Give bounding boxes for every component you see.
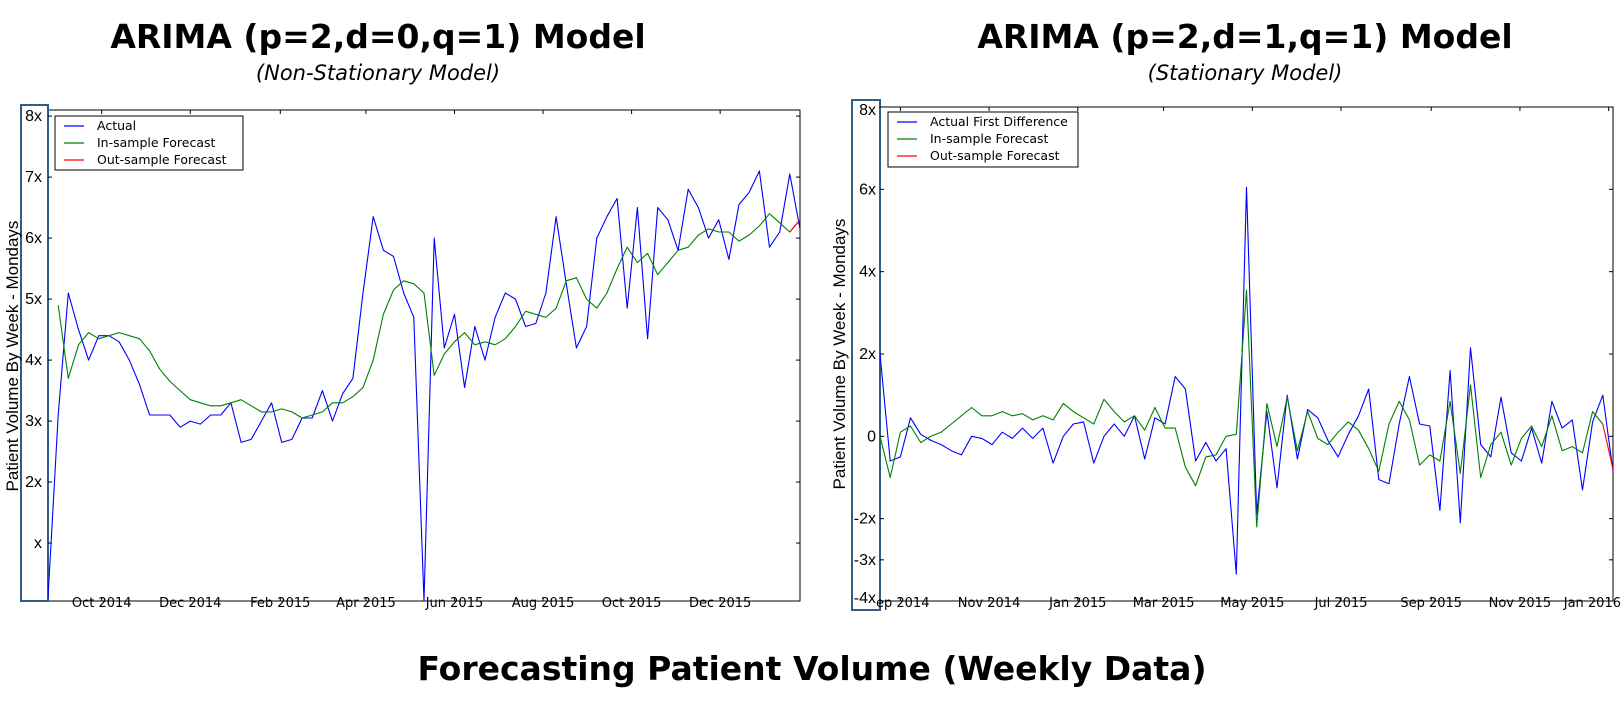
chart1-y-axis-label: Patient Volume By Week - Mondays xyxy=(3,221,22,492)
chart1-x-tick-label: Dec 2015 xyxy=(689,596,751,611)
chart2-legend-box xyxy=(887,111,1079,168)
chart2-x-tick-label: May 2015 xyxy=(1220,596,1284,611)
chart2-y-tick-label: -4x xyxy=(854,590,876,607)
chart2-plot-frame xyxy=(879,106,1614,602)
chart2-x-tick-label: Sep 2015 xyxy=(1400,596,1462,611)
chart2-subtitle: (Stationary Model) xyxy=(1148,61,1343,85)
chart1-legend-in-sample: In-sample Forecast xyxy=(97,135,216,150)
chart1-series-out-sample-forecast xyxy=(789,219,800,233)
chart2-x-tick-label: Nov 2014 xyxy=(958,596,1021,611)
chart1-legend-actual: Actual xyxy=(97,118,136,133)
chart2-x-tick-label: ep 2014 xyxy=(876,596,929,611)
chart2-legend-out-sample: Out-sample Forecast xyxy=(930,148,1060,163)
chart1-series-actual xyxy=(48,170,800,601)
chart2-y-tick-label: 0 xyxy=(867,428,876,445)
chart2-series-actual-first-difference xyxy=(880,186,1613,575)
chart1-y-tick-label: 2x xyxy=(25,474,42,491)
chart1-x-tick-label: Feb 2015 xyxy=(250,596,310,611)
chart1-title: ARIMA (p=2,d=0,q=1) Model xyxy=(110,17,645,56)
chart2-x-tick-label: Mar 2015 xyxy=(1133,596,1195,611)
chart1-legend-out-sample: Out-sample Forecast xyxy=(97,152,227,167)
chart1-x-tick-label: Jun 2015 xyxy=(425,596,484,611)
chart2-title: ARIMA (p=2,d=1,q=1) Model xyxy=(977,17,1512,56)
chart2-series-in-sample-forecast xyxy=(880,289,1604,528)
chart2-y-tick-label: -3x xyxy=(854,552,876,569)
chart1-legend-box xyxy=(54,115,244,171)
chart1-legend: Actual In-sample Forecast Out-sample For… xyxy=(54,115,244,171)
chart2-y-axis-label: Patient Volume By Week - Mondays xyxy=(830,219,849,490)
chart1-x-tick-label: Oct 2015 xyxy=(602,596,662,611)
chart2-y-tick-label: 8x xyxy=(859,102,876,119)
chart1-subtitle: (Non-Stationary Model) xyxy=(256,61,500,85)
chart1-series-in-sample-forecast xyxy=(57,213,800,419)
chart1-y-tick-label: x xyxy=(34,535,42,552)
chart2: Patient Volume By Week - Mondays -4x -3x -… xyxy=(830,99,1621,611)
chart1-y-tick-label: 4x xyxy=(25,352,42,369)
chart1: Patient Volume By Week - Mondays x 2x 3x 4x… xyxy=(3,104,801,611)
chart2-x-tick-label: Jul 2015 xyxy=(1314,596,1368,611)
chart2-y-tick-label: 2x xyxy=(859,346,876,363)
chart1-y-tick-label: 7x xyxy=(25,169,42,186)
chart1-y-tick-label: 5x xyxy=(25,291,42,308)
chart2-x-tick-label: Jan 2015 xyxy=(1048,596,1106,611)
chart1-y-axis-highlight xyxy=(20,104,49,602)
chart1-x-tick-label: Aug 2015 xyxy=(512,596,575,611)
figure-caption: Forecasting Patient Volume (Weekly Data) xyxy=(417,649,1206,688)
chart2-y-tick-label: -2x xyxy=(854,511,876,528)
chart1-x-tick-label: Oct 2014 xyxy=(72,596,132,611)
chart2-legend-actual-first-difference: Actual First Difference xyxy=(930,114,1068,129)
chart2-legend-in-sample: In-sample Forecast xyxy=(930,131,1049,146)
chart2-y-tick-label: 6x xyxy=(859,181,876,198)
chart1-y-tick-label: 8x xyxy=(25,108,42,125)
chart1-x-tick-label: Dec 2014 xyxy=(159,596,221,611)
chart1-plot-frame xyxy=(47,109,801,602)
chart2-x-tick-label: Nov 2015 xyxy=(1489,596,1552,611)
chart2-legend: Actual First Difference In-sample Foreca… xyxy=(887,111,1079,168)
chart2-series-out-sample-forecast xyxy=(1602,423,1613,470)
chart2-x-tick-label: Jan 2016 xyxy=(1563,596,1621,611)
chart1-y-tick-label: 6x xyxy=(25,230,42,247)
chart1-y-tick-label: 3x xyxy=(25,413,42,430)
chart1-x-tick-label: Apr 2015 xyxy=(336,596,396,611)
chart2-y-tick-label: 4x xyxy=(859,264,876,281)
